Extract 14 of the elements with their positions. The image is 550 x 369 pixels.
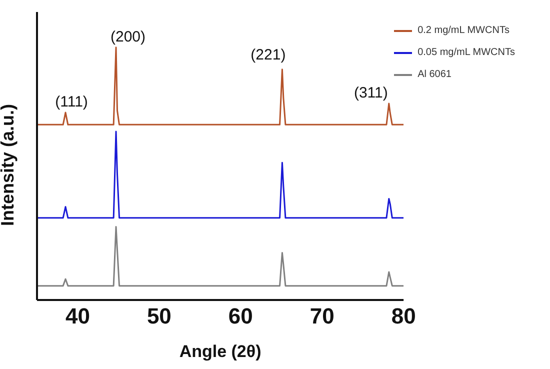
annotation: (200): [110, 28, 146, 46]
annotation: (221): [250, 46, 286, 64]
x-axis-title: Angle (2θ): [179, 342, 262, 361]
x-tick-label: 70: [310, 304, 334, 329]
x-tick-label: 50: [146, 304, 172, 329]
x-tick-label: 40: [65, 304, 90, 329]
x-tick-label: 80: [391, 304, 416, 329]
legend-label: Al 6061: [418, 68, 452, 82]
annotation: (311): [354, 84, 388, 102]
annotation: (111): [55, 94, 88, 111]
legend-label: 0.2 mg/mL MWCNTs: [418, 24, 510, 38]
x-tick-label: 60: [228, 304, 253, 329]
y-axis-title: Intensity (a.u.): [0, 104, 18, 226]
legend-label: 0.05 mg/mL MWCNTs: [418, 46, 515, 60]
